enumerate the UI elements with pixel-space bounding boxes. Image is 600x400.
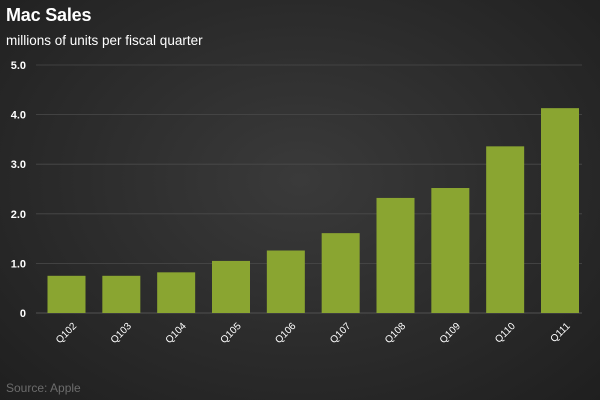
y-tick-label: 4.0 [11, 110, 26, 122]
x-tick-label: Q103 [109, 321, 134, 346]
y-axis-ticks: 0 1.0 2.0 3.0 4.0 5.0 [11, 60, 26, 320]
bar-q104 [157, 272, 196, 313]
chart-subtitle: millions of units per fiscal quarter [6, 33, 203, 48]
x-tick-label: Q106 [273, 321, 298, 346]
x-axis-ticks: Q102 Q103 Q104 Q105 Q106 Q107 Q108 Q109 Q110 Q111 [54, 321, 573, 346]
x-tick-label: Q109 [438, 321, 463, 346]
bar-q111 [541, 108, 579, 313]
y-tick-label: 1.0 [11, 258, 26, 270]
bar-q106 [266, 250, 305, 313]
bar-q102 [47, 275, 86, 313]
x-tick-label: Q111 [549, 321, 573, 345]
bar-q108 [376, 197, 415, 313]
y-tick-label: 3.0 [11, 159, 26, 171]
bar-q110 [486, 146, 525, 313]
bars [47, 108, 579, 313]
bar-q103 [102, 275, 141, 313]
x-tick-label: Q102 [54, 321, 79, 346]
source-note: Source: Apple [6, 381, 81, 395]
bar-q109 [431, 188, 470, 313]
x-tick-label: Q104 [164, 321, 189, 346]
x-tick-label: Q107 [328, 321, 353, 346]
x-tick-label: Q108 [383, 321, 408, 346]
bar-q105 [212, 260, 250, 313]
y-tick-label: 0 [20, 308, 26, 320]
chart-title: Mac Sales [6, 5, 92, 25]
bar-q107 [321, 233, 360, 313]
x-tick-label: Q110 [493, 321, 518, 346]
y-tick-label: 2.0 [11, 209, 26, 221]
x-tick-label: Q105 [219, 321, 244, 346]
y-tick-label: 5.0 [11, 60, 26, 72]
